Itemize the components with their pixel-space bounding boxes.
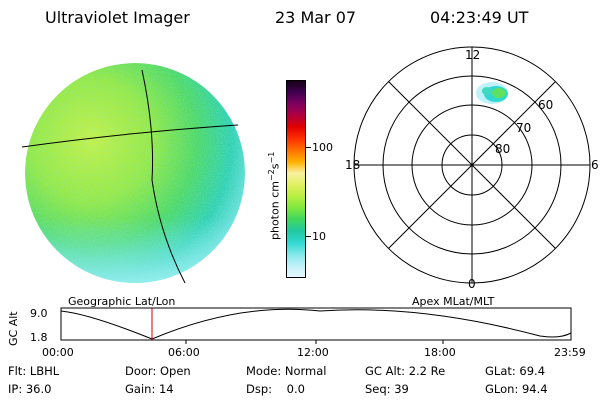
aurora-blob [476, 82, 508, 104]
timeline-ylabel: GC Alt [7, 311, 20, 346]
timeline-xtick: 18:00 [424, 346, 456, 359]
colorbar-tick-100: 100 [312, 141, 333, 154]
info-glat: GLat: 69.4 [485, 364, 546, 378]
info-gc-alt: GC Alt: 2.2 Re [365, 364, 446, 378]
info-filter: Flt: LBHL [8, 364, 60, 378]
info-dsp: Dsp: 0.0 [246, 382, 305, 396]
mlt-label-12: 12 [465, 48, 480, 62]
altitude-timeline [60, 307, 572, 344]
timeline-xtick: 00:00 [42, 346, 74, 359]
mlat-label-70: 70 [516, 121, 531, 135]
timeline-xtick: 06:00 [168, 346, 200, 359]
info-door: Door: Open [125, 364, 191, 378]
geo-panel-label: Geographic Lat/Lon [68, 295, 176, 308]
info-glon: GLon: 94.4 [485, 382, 548, 396]
mlat-label-80: 80 [495, 142, 510, 156]
info-mode: Mode: Normal [246, 364, 327, 378]
timeline-ytick-1.8: 1.8 [30, 331, 48, 344]
latitude-line [21, 124, 239, 148]
mlt-label-18: 18 [345, 158, 360, 172]
instrument-title: Ultraviolet Imager [45, 8, 190, 27]
polar-panel-label: Apex MLat/MLT [412, 295, 495, 308]
mlt-label-6: 6 [591, 158, 599, 172]
mlat-label-60: 60 [538, 98, 553, 112]
polar-plot: 12 18 6 0 60 70 80 [345, 46, 599, 291]
observation-date: 23 Mar 07 [275, 8, 357, 27]
timeline-xtick: 23:59 [554, 346, 586, 359]
colorbar-unit-label: photon cm−2s−1 [267, 151, 282, 240]
timeline-xtick: 12:00 [297, 346, 329, 359]
colorbar [286, 80, 306, 278]
mlt-label-0: 0 [468, 277, 476, 291]
altitude-curve [60, 308, 572, 340]
info-ip: IP: 36.0 [8, 382, 52, 396]
observation-time: 04:23:49 UT [430, 8, 529, 27]
info-seq: Seq: 39 [365, 382, 409, 396]
timeline-ytick-9: 9.0 [30, 307, 48, 320]
colorbar-tick-10: 10 [312, 230, 326, 243]
longitude-line [141, 69, 186, 284]
info-gain: Gain: 14 [125, 382, 174, 396]
